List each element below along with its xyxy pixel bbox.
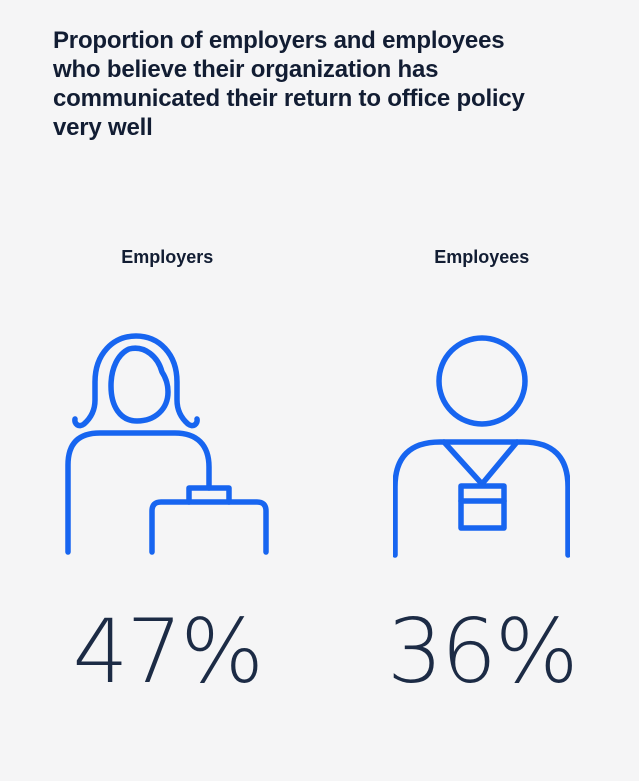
- employer-woman-briefcase-icon: [65, 330, 270, 558]
- chart-title: Proportion of employers and employees wh…: [53, 26, 558, 142]
- employee-lanyard-badge-icon: [393, 335, 570, 558]
- employers-label: Employers: [121, 246, 213, 268]
- column-employers: Employers 47%: [10, 246, 325, 696]
- employers-icon-wrap: [65, 330, 270, 558]
- comparison-columns: Employers 47% Employees: [0, 246, 639, 696]
- employees-label: Employees: [434, 246, 529, 268]
- employees-stat-value: 36%: [387, 608, 577, 696]
- column-employees: Employees 36%: [325, 246, 639, 696]
- employers-stat-value: 47%: [72, 608, 262, 696]
- infographic-chart: Proportion of employers and employees wh…: [0, 26, 639, 781]
- employees-icon-wrap: [393, 330, 570, 558]
